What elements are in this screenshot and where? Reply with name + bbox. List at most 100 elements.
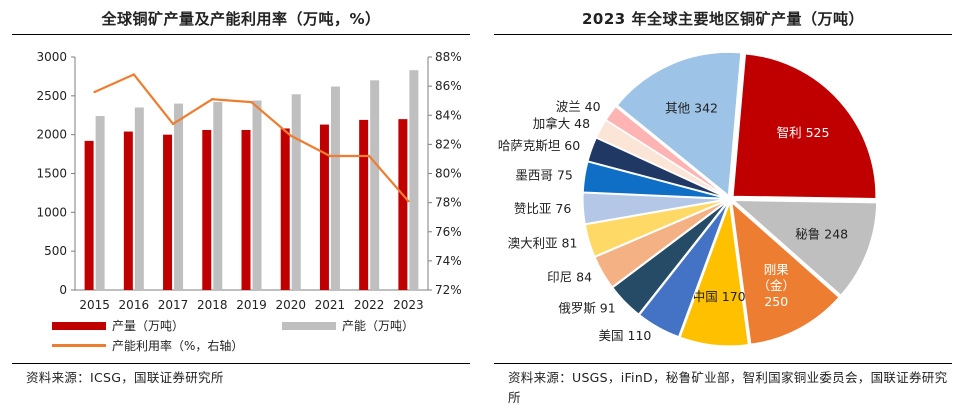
bar-production (398, 119, 408, 290)
x-tick-label: 2017 (158, 298, 189, 312)
pie-slice (582, 192, 727, 225)
bar-production (319, 124, 329, 290)
right-y-tick-label: 78% (435, 196, 462, 210)
x-tick-label: 2018 (197, 298, 228, 312)
utilization-point (211, 98, 214, 101)
pie-slice-label: 秘鲁 248 (795, 227, 848, 242)
pie-slice (679, 202, 750, 347)
utilization-point (132, 73, 136, 76)
left-chart-panel: 全球铜矿产量及产能利用率（万吨，%） 0 500 1000 1500 2000 2500 3… (12, 10, 470, 385)
left-y-tick-label: 3000 (36, 50, 67, 64)
pie-slice (605, 105, 728, 198)
bar-production (202, 130, 212, 290)
pie-slice (582, 161, 727, 199)
right-chart-panel: 2023 年全球主要地区铜矿产量（万吨） 智利 525 秘鲁 248 刚果 （金） 25… (482, 0, 964, 414)
right-y-tick-label: 82% (435, 137, 462, 151)
bar-capacity (174, 103, 184, 290)
pie-slice-label: 印尼 84 (547, 270, 592, 285)
bar-capacity (213, 102, 223, 290)
utilization-point (93, 90, 96, 94)
bar-production (359, 119, 369, 290)
pie-slice-label: 刚果 (764, 262, 790, 277)
pie-slice-label: 加拿大 48 (533, 116, 590, 131)
right-y-tick-label: 84% (435, 108, 462, 122)
bar-production (123, 131, 133, 290)
left-y-tick-label: 0 (59, 283, 67, 297)
bar-production (163, 134, 173, 290)
pie-slice (638, 202, 729, 338)
right-bottom-rule (494, 363, 952, 364)
utilization-point (289, 134, 292, 137)
bar-capacity (291, 94, 301, 290)
pie-slice-label: 澳大利亚 81 (508, 236, 578, 251)
pie-slice-label: 中国 170 (693, 289, 746, 304)
bar-production (280, 128, 290, 290)
pie-slice-label: 哈萨克斯坦 60 (498, 138, 580, 153)
x-tick-label: 2023 (393, 298, 424, 312)
pie-slice (731, 201, 840, 345)
left-combo-chart: 0 500 1000 1500 2000 2500 3000 72% 74% 76% 78% 80% 8… (36, 50, 462, 312)
utilization-point (367, 154, 371, 158)
utilization-point (250, 100, 253, 104)
pie-slice-label: 波兰 40 (556, 99, 601, 114)
pie-slice-label: 智利 525 (777, 125, 830, 140)
left-y-tick-label: 1000 (36, 205, 67, 219)
right-source-note: 资料来源：USGS，iFinD，秘鲁矿业部，智利国家铜业委员会，国联证券研究所 (508, 370, 948, 405)
legend-item-utilization: 产能利用率（%，右轴） (52, 337, 243, 354)
x-tick-label: 2022 (354, 298, 385, 312)
left-chart-title: 全球铜矿产量及产能利用率（万吨，%） (101, 10, 381, 28)
bar-capacity (252, 100, 262, 290)
pie-slice (587, 137, 727, 199)
bar-capacity (370, 80, 380, 290)
left-y-tick-label: 500 (44, 244, 67, 258)
x-tick-label: 2016 (119, 298, 150, 312)
pie-slice-label: （金） (758, 278, 796, 293)
x-tick-label: 2019 (236, 298, 267, 312)
utilization-point (171, 122, 175, 126)
x-tick-label: 2020 (275, 298, 306, 312)
left-top-rule (12, 34, 470, 35)
right-y-tick-label: 80% (435, 167, 462, 181)
pie-slice-label: 250 (764, 294, 788, 309)
pie-slice (611, 201, 728, 315)
x-tick-label: 2021 (315, 298, 346, 312)
left-y-tick-label: 2000 (36, 128, 67, 142)
legend-swatch-capacity (282, 321, 336, 330)
legend-item-capacity: 产能（万吨） (282, 317, 414, 334)
pie-slice (732, 199, 878, 297)
bar-production (84, 140, 94, 290)
right-y-tick-label: 86% (435, 79, 462, 93)
pie-slice-label: 俄罗斯 91 (558, 301, 615, 316)
pie-slice (732, 53, 877, 200)
utilization-point (407, 199, 410, 203)
legend-swatch-production (52, 321, 106, 330)
pie-slice (584, 199, 727, 258)
bar-production (241, 130, 251, 290)
bar-capacity (95, 116, 105, 290)
pie-slice-label: 墨西哥 75 (515, 167, 572, 182)
pie-slice (594, 200, 727, 288)
right-y-tick-label: 88% (435, 50, 462, 64)
legend-item-production: 产量（万吨） (52, 317, 184, 334)
x-tick-label: 2015 (79, 298, 110, 312)
right-y-tick-label: 76% (435, 225, 462, 239)
legend-label-capacity: 产能（万吨） (342, 319, 415, 333)
left-bottom-rule (12, 363, 470, 364)
pie-slice-label: 赞比亚 76 (514, 201, 571, 216)
left-source-note: 资料来源：ICSG，国联证券研究所 (26, 370, 224, 385)
left-y-tick-label: 1500 (36, 167, 67, 181)
utilization-point (328, 154, 332, 158)
legend-swatch-utilization (52, 344, 106, 347)
bar-capacity (134, 107, 144, 290)
right-y-tick-label: 74% (435, 254, 462, 268)
pie-slice (616, 51, 742, 197)
bar-capacity (409, 70, 419, 290)
right-y-tick-label: 72% (435, 283, 462, 297)
left-y-tick-label: 2500 (36, 89, 67, 103)
pie-slice-label: 其他 342 (665, 100, 718, 115)
right-pie-chart: 智利 525 秘鲁 248 刚果（金）250 中国 170 美国 110 俄罗斯 91 印尼… (498, 51, 878, 347)
pie-slice-label: 美国 110 (599, 328, 652, 343)
right-chart-title: 2023 年全球主要地区铜矿产量（万吨） (582, 10, 864, 28)
right-top-rule (494, 34, 952, 35)
legend-label-production: 产量（万吨） (112, 319, 185, 333)
